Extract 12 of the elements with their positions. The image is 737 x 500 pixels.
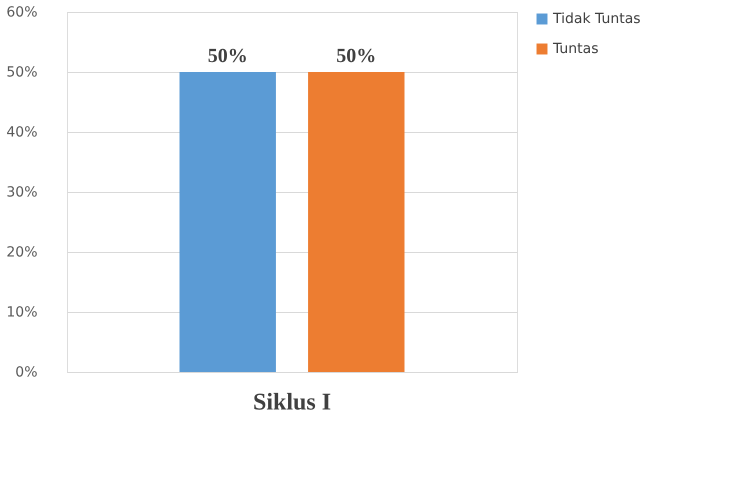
x-tick-label: Siklus I xyxy=(252,390,332,416)
text: 50% xyxy=(336,45,376,67)
legend-label: Tuntas xyxy=(552,41,599,57)
y-tick-label: 60% xyxy=(6,4,38,20)
y-tick-label: 50% xyxy=(6,64,38,80)
y-tick-label: 10% xyxy=(6,304,38,320)
y-tick-label: 20% xyxy=(6,244,38,260)
y-tick-label: 30% xyxy=(6,184,38,200)
legend-label: Tidak Tuntas xyxy=(552,11,641,27)
text: 50% xyxy=(208,45,248,67)
y-tick-label: 0% xyxy=(15,364,38,380)
y-tick-label: 40% xyxy=(6,124,38,140)
